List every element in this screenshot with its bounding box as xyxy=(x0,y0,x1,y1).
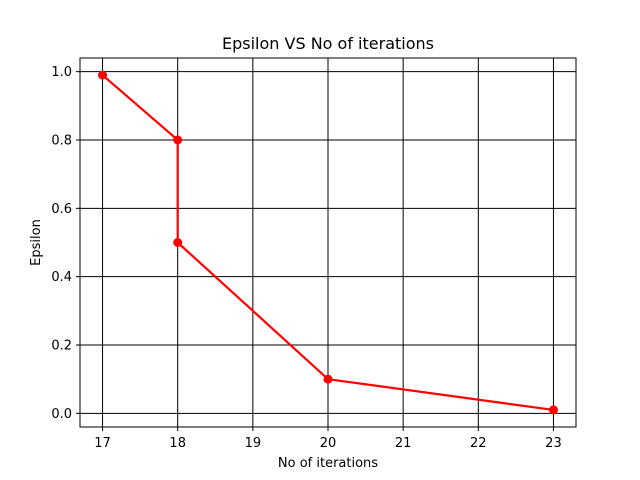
y-axis-label: Epsilon xyxy=(29,219,44,266)
y-tick-label: 0.6 xyxy=(51,202,72,217)
y-tick-label: 1.0 xyxy=(51,65,72,80)
data-point xyxy=(323,374,333,384)
data-point xyxy=(173,135,183,145)
y-tick-label: 0.2 xyxy=(51,339,72,354)
y-tick-label: 0.8 xyxy=(51,134,72,149)
data-point xyxy=(173,238,183,247)
x-tick-label: 19 xyxy=(245,436,262,451)
y-tick-label: 0.0 xyxy=(51,407,72,422)
x-tick-label: 17 xyxy=(94,436,111,451)
x-tick-label: 23 xyxy=(545,436,562,451)
plot-area-frame xyxy=(79,57,577,428)
series-layer xyxy=(98,70,558,415)
data-point xyxy=(548,405,558,415)
x-tick-label: 22 xyxy=(470,436,487,451)
x-tick-label: 20 xyxy=(320,436,337,451)
x-axis-label: No of iterations xyxy=(278,456,378,471)
x-tick-label: 18 xyxy=(169,436,186,451)
grid xyxy=(80,58,576,427)
axis-ticks: 17 18 19 20 21 22 23 0.0 0.2 0.4 0.6 0.8 1.0 xyxy=(51,65,561,451)
data-point xyxy=(98,70,108,80)
chart-title: Epsilon VS No of iterations xyxy=(222,34,434,53)
x-tick-label: 21 xyxy=(395,436,412,451)
y-tick-label: 0.4 xyxy=(51,270,72,285)
